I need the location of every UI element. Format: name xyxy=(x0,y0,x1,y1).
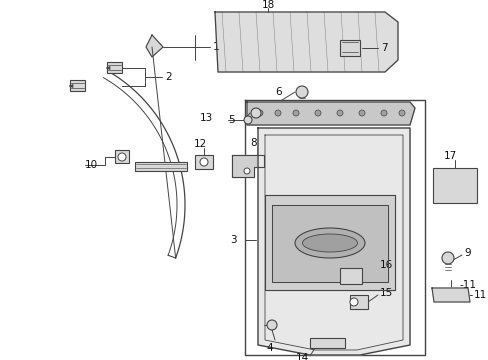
Text: 7: 7 xyxy=(380,43,387,53)
Circle shape xyxy=(244,168,249,174)
Circle shape xyxy=(266,320,276,330)
Text: 11: 11 xyxy=(473,290,486,300)
Text: 2: 2 xyxy=(164,72,171,82)
Text: 14: 14 xyxy=(295,353,308,360)
Circle shape xyxy=(244,116,251,124)
Bar xyxy=(195,155,213,169)
Text: 4: 4 xyxy=(266,343,273,353)
Polygon shape xyxy=(246,102,414,125)
Circle shape xyxy=(336,110,342,116)
Bar xyxy=(309,338,345,348)
Text: 9: 9 xyxy=(463,248,469,258)
Circle shape xyxy=(358,110,364,116)
Polygon shape xyxy=(258,128,409,355)
Polygon shape xyxy=(215,12,397,72)
Circle shape xyxy=(295,86,307,98)
Text: 13: 13 xyxy=(199,113,213,123)
Circle shape xyxy=(441,252,453,264)
Circle shape xyxy=(274,110,281,116)
Text: 17: 17 xyxy=(443,151,456,161)
Polygon shape xyxy=(271,205,387,282)
Text: -11: -11 xyxy=(459,280,476,290)
Text: 5: 5 xyxy=(228,115,235,125)
Circle shape xyxy=(398,110,404,116)
Bar xyxy=(115,150,129,163)
Circle shape xyxy=(380,110,386,116)
Text: 3: 3 xyxy=(230,235,237,245)
Bar xyxy=(339,268,361,284)
Text: 18: 18 xyxy=(261,0,274,10)
Text: 1: 1 xyxy=(213,42,219,52)
Text: 6: 6 xyxy=(275,87,282,97)
Bar xyxy=(349,295,367,309)
Ellipse shape xyxy=(302,234,357,252)
Bar xyxy=(135,162,186,171)
Circle shape xyxy=(257,110,263,116)
Text: 12: 12 xyxy=(193,139,206,149)
Circle shape xyxy=(292,110,298,116)
Text: 15: 15 xyxy=(379,288,392,298)
Circle shape xyxy=(118,153,126,161)
Bar xyxy=(70,80,85,91)
Circle shape xyxy=(349,298,357,306)
Polygon shape xyxy=(146,35,163,57)
Text: 8: 8 xyxy=(250,138,257,148)
Text: 16: 16 xyxy=(379,260,392,270)
Circle shape xyxy=(250,108,261,118)
Text: 10: 10 xyxy=(85,160,98,170)
Polygon shape xyxy=(264,195,394,290)
Polygon shape xyxy=(231,155,264,177)
Bar xyxy=(107,62,122,73)
Polygon shape xyxy=(431,288,469,302)
Circle shape xyxy=(314,110,320,116)
Ellipse shape xyxy=(294,228,364,258)
Bar xyxy=(339,40,359,56)
Bar xyxy=(432,168,476,203)
Circle shape xyxy=(200,158,207,166)
